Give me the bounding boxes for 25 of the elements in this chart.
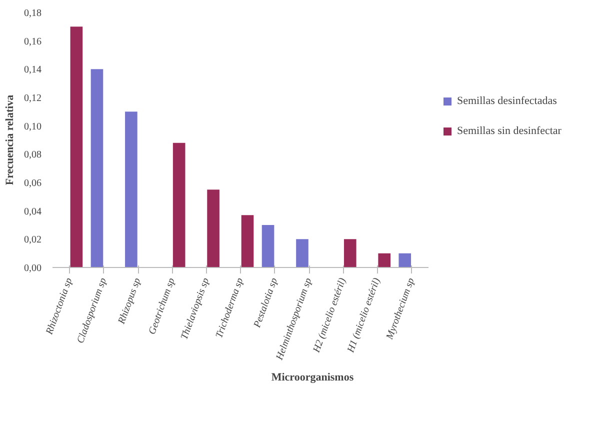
y-tick-label: 0,04	[24, 206, 42, 218]
bar	[241, 215, 254, 268]
bar	[207, 190, 220, 268]
y-tick-label: 0,14	[24, 64, 42, 76]
bar	[398, 253, 412, 268]
x-axis-title: Microorganismos	[271, 371, 354, 384]
legend-label: Semillas sin desinfectar	[457, 125, 562, 137]
y-tick-label: 0,12	[24, 93, 42, 104]
bar	[296, 239, 308, 268]
y-tick-label: 0,02	[24, 234, 42, 246]
bar	[125, 112, 138, 268]
y-tick-label: 0,10	[24, 121, 42, 132]
bar	[90, 69, 104, 268]
bar	[70, 26, 83, 268]
y-axis-title: Frecuencia relativa	[4, 94, 16, 186]
legend-label: Semillas desinfectadas	[457, 95, 557, 107]
y-tick-label: 0,18	[24, 8, 42, 19]
bar	[172, 142, 186, 268]
y-tick-label: 0,16	[24, 36, 42, 48]
bar	[378, 253, 390, 268]
y-tick-label: 0,00	[24, 263, 42, 274]
bar	[344, 239, 356, 268]
y-tick-label: 0,08	[24, 150, 42, 161]
y-tick-label: 0,06	[24, 178, 42, 189]
bar	[262, 225, 274, 268]
